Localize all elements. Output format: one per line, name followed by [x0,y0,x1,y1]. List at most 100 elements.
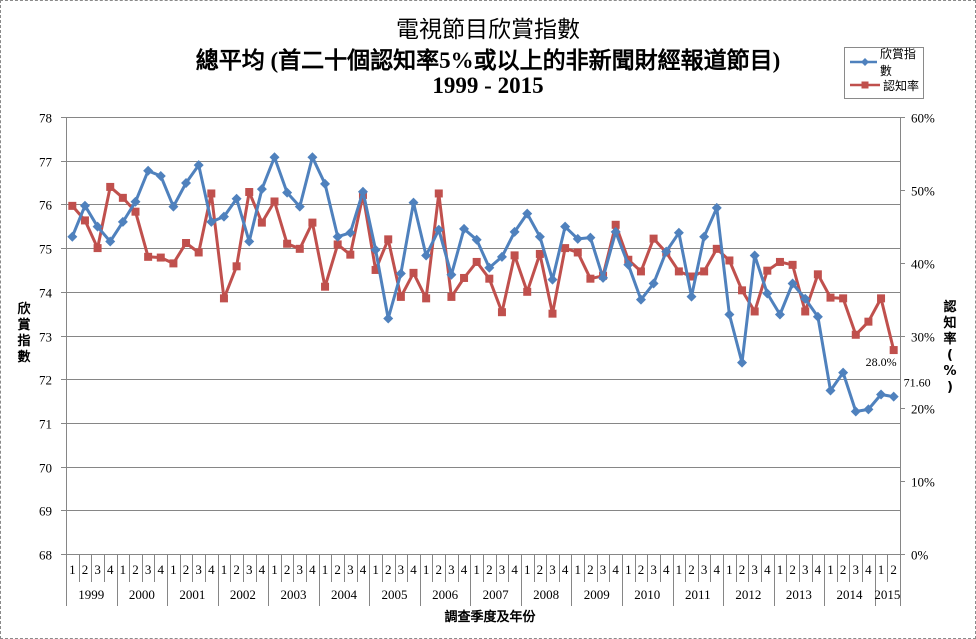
year-label: 2002 [230,587,256,602]
data-point-square [232,262,241,271]
data-point-square [497,308,506,317]
data-point-diamond [117,216,128,227]
quarter-label: 1 [473,562,480,577]
data-point-square [801,307,810,316]
quarter-label: 2 [82,562,89,577]
year-label: 2003 [280,587,306,602]
data-label-last-index: 71.60 [904,376,931,390]
data-point-diamond [269,152,280,163]
data-point-square [308,218,317,227]
data-labels: 28.0% 71.60 [866,355,931,390]
quarter-label: 2 [739,562,746,577]
data-point-diamond [206,216,217,227]
data-point-diamond [395,268,406,279]
data-point-diamond [345,227,356,238]
data-point-diamond [332,231,343,242]
quarter-label: 1 [726,562,733,577]
data-point-square [813,270,822,279]
quarter-label: 3 [549,562,556,577]
data-point-diamond [560,221,571,232]
data-point-square [434,189,443,198]
data-point-square [270,197,279,206]
data-point-diamond [181,177,192,188]
y2-tick-label: 40% [911,257,935,272]
data-point-diamond [635,294,646,305]
data-point-diamond [825,385,836,396]
data-point-square [409,268,418,277]
quarter-label: 1 [676,562,683,577]
data-point-diamond [648,278,659,289]
data-point-square [371,265,380,274]
quarter-label: 3 [145,562,152,577]
quarter-label: 3 [853,562,860,577]
year-label: 2014 [836,587,863,602]
data-point-diamond [67,231,78,242]
quarter-label: 1 [372,562,379,577]
quarter-label: 3 [600,562,607,577]
year-label: 2006 [432,587,459,602]
axis-label-char: ( [947,348,953,363]
chart-subtitle: 總平均 (首二十個認知率5%或以上的非新聞財經報道節目) [195,48,781,73]
data-point-diamond [774,309,785,320]
data-point-square [851,330,860,339]
right-axis-ticks: 0% 10% 20% 30% 40% 50% 60% [911,111,935,563]
data-point-square [396,292,405,301]
quarter-label: 1 [878,562,885,577]
data-point-diamond [282,187,293,198]
data-point-square [257,218,266,227]
quarter-label: 1 [625,562,632,577]
data-point-square [169,259,178,268]
quarter-label: 3 [499,562,506,577]
data-point-diamond [724,309,735,320]
year-label: 2012 [735,587,761,602]
data-point-square [156,253,165,262]
series-line [70,155,894,413]
data-point-square [472,257,481,266]
data-point-square [889,346,898,355]
data-point-diamond [812,311,823,322]
quarter-label: 4 [865,562,872,577]
data-point-diamond [357,186,368,197]
data-point-square [826,293,835,302]
data-point-square [687,272,696,281]
year-label: 2007 [483,587,510,602]
axis-label-char: 指 [17,334,31,349]
quarter-label: 2 [688,562,695,577]
y-tick-label: 73 [39,330,52,345]
gridlines [66,117,900,511]
year-label: 2010 [634,587,660,602]
data-point-square [295,244,304,253]
legend-diamond-marker-icon [850,58,877,66]
quarter-label: 2 [385,562,392,577]
data-point-diamond [749,250,760,261]
data-point-diamond [484,262,495,273]
quarter-label: 1 [524,562,531,577]
data-point-diamond [699,231,710,242]
quarter-label: 2 [840,562,847,577]
data-point-diamond [888,391,899,402]
quarter-label: 1 [170,562,177,577]
quarter-label: 4 [511,562,518,577]
x-axis-label: 調查季度及年份 [444,610,536,625]
quarter-label: 3 [398,562,405,577]
axis-label-char: 賞 [17,318,31,333]
quarter-label: 4 [562,562,569,577]
axis-label-char: 數 [17,350,31,365]
data-point-diamond [787,278,798,289]
data-point-diamond [673,227,684,238]
y-axis-label-left: 欣賞指數 [16,302,32,366]
data-point-diamond [534,231,545,242]
quarter-label: 2 [486,562,493,577]
axis-label-char: 認 [943,300,957,315]
left-axis-ticks: 68 69 70 71 72 73 74 75 76 77 78 [39,111,53,563]
data-point-diamond [522,208,533,219]
data-point-diamond [231,193,242,204]
data-point-diamond [863,404,874,415]
data-point-square [523,287,532,296]
quarter-label: 2 [183,562,190,577]
series-awareness-rate [68,182,898,355]
data-point-diamond [307,152,318,163]
quarter-label: 1 [69,562,76,577]
quarter-label: 3 [94,562,101,577]
